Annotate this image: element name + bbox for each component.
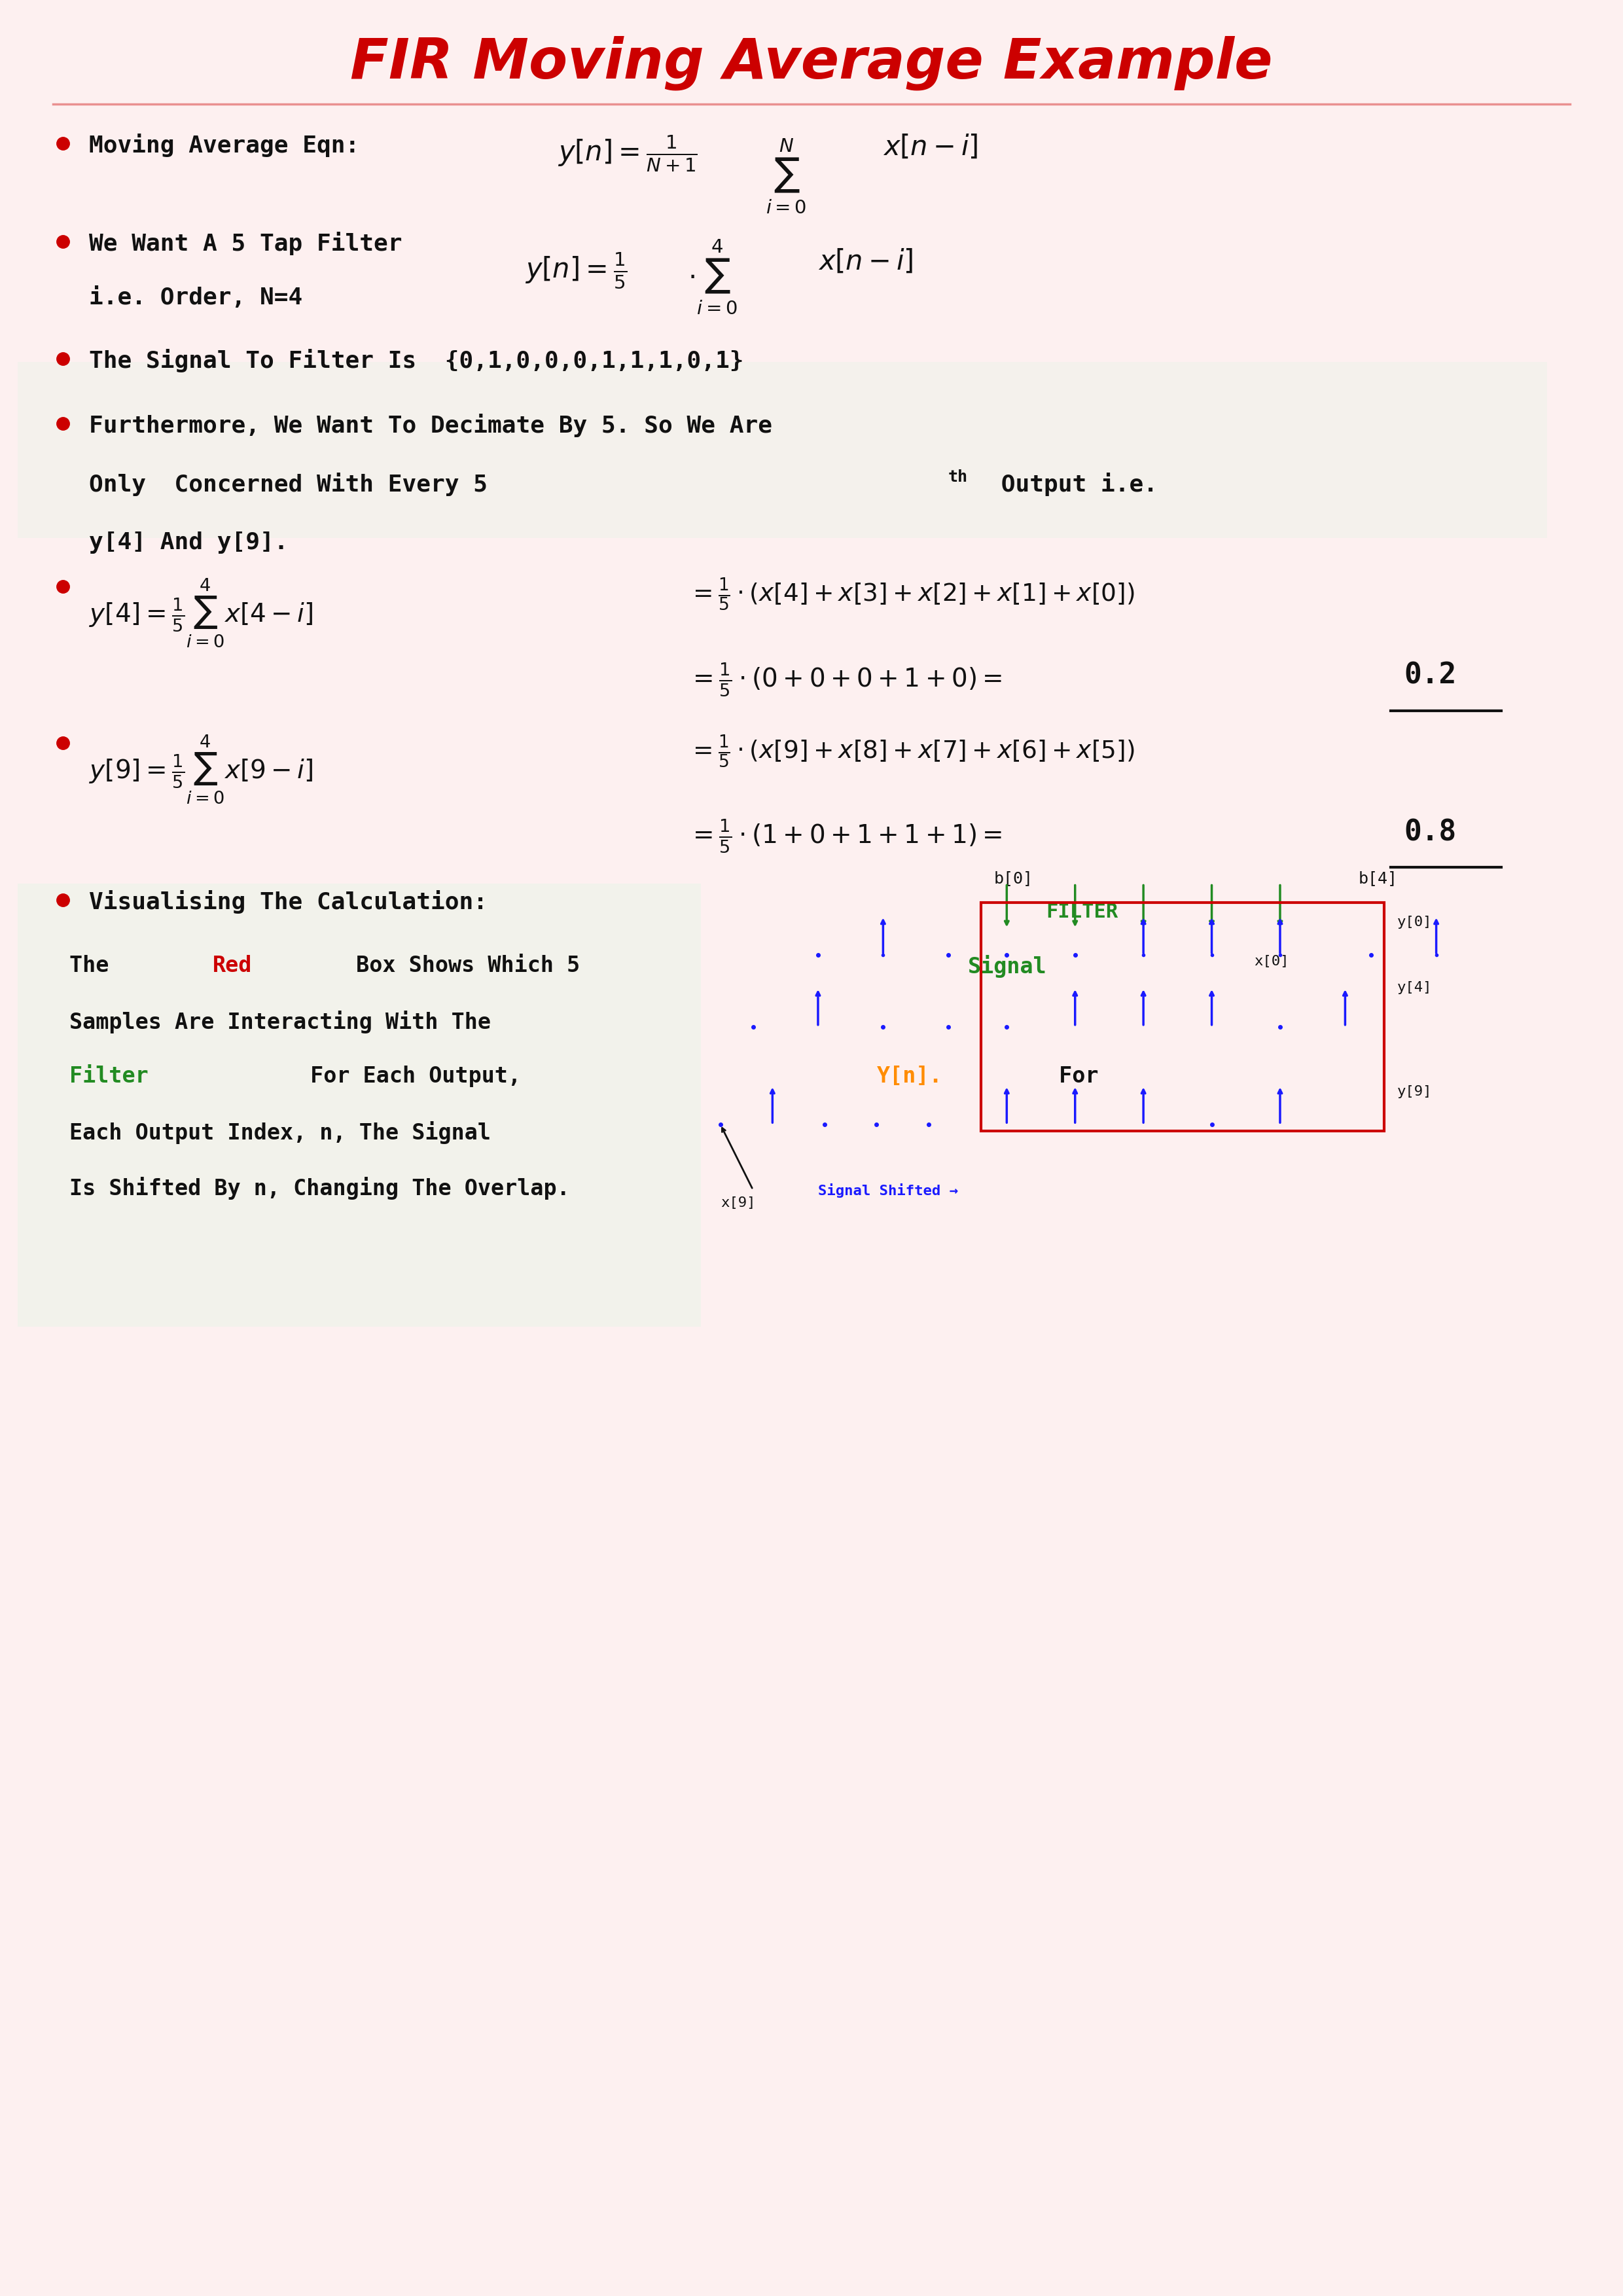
Text: Red: Red [213, 955, 252, 976]
Text: Each Output Index, n, The Signal: Each Output Index, n, The Signal [70, 1120, 492, 1143]
Text: Furthermore, We Want To Decimate By 5. So We Are: Furthermore, We Want To Decimate By 5. S… [89, 413, 773, 439]
Bar [18, 76, 1547, 824]
Bar [18, 884, 701, 1327]
Text: b[0]: b[0] [993, 870, 1032, 886]
Text: x[0]: x[0] [1255, 955, 1289, 969]
Text: x[9]: x[9] [721, 1196, 755, 1210]
Text: Is Shifted By n, Changing The Overlap.: Is Shifted By n, Changing The Overlap. [70, 1176, 570, 1199]
Text: i.e. Order, N=4: i.e. Order, N=4 [89, 287, 302, 310]
Text: Signal: Signal [967, 955, 1047, 978]
Text: $x[n-i]$: $x[n-i]$ [883, 133, 979, 161]
Text: Filter: Filter [70, 1065, 149, 1088]
Text: FILTER: FILTER [1045, 902, 1118, 923]
Text: We Want A 5 Tap Filter: We Want A 5 Tap Filter [89, 232, 403, 255]
Text: Moving Average Eqn:: Moving Average Eqn: [89, 133, 360, 156]
Text: FIR Moving Average Example: FIR Moving Average Example [351, 37, 1272, 90]
Bar [18, 363, 1547, 537]
Text: For Each Output,: For Each Output, [297, 1065, 534, 1088]
Text: $y[9] = \frac{1}{5} \sum_{i=0}^{4} x[9-i]$: $y[9] = \frac{1}{5} \sum_{i=0}^{4} x[9-i… [89, 732, 313, 806]
Text: 0.2: 0.2 [1404, 661, 1456, 689]
Text: For: For [1045, 1065, 1099, 1088]
Text: y[4]: y[4] [1397, 980, 1431, 994]
Text: Box Shows Which 5: Box Shows Which 5 [342, 955, 592, 976]
Text: $y[n] = \frac{1}{5}$: $y[n] = \frac{1}{5}$ [526, 250, 628, 289]
Text: $x[n-i]$: $x[n-i]$ [818, 248, 914, 276]
Text: The Signal To Filter Is  {0,1,0,0,0,1,1,1,0,1}: The Signal To Filter Is {0,1,0,0,0,1,1,1… [89, 349, 743, 372]
Text: The: The [70, 955, 122, 976]
Text: $= \frac{1}{5} \cdot (1 + 0 + 1 + 1 + 1) =$: $= \frac{1}{5} \cdot (1 + 0 + 1 + 1 + 1)… [688, 817, 1003, 854]
Text: $= \frac{1}{5} \cdot (x[4]+x[3]+x[2]+x[1]+x[0])$: $= \frac{1}{5} \cdot (x[4]+x[3]+x[2]+x[1… [688, 576, 1134, 613]
Text: Signal Shifted →: Signal Shifted → [818, 1182, 958, 1199]
Text: 0.8: 0.8 [1404, 817, 1456, 847]
Text: $= \frac{1}{5} \cdot (x[9]+x[8]+x[7]+x[6]+x[5])$: $= \frac{1}{5} \cdot (x[9]+x[8]+x[7]+x[6… [688, 732, 1134, 769]
Text: y[0]: y[0] [1397, 916, 1431, 930]
Text: y[4] And y[9].: y[4] And y[9]. [89, 530, 289, 553]
Text: $\sum_{i=0}^{N}$: $\sum_{i=0}^{N}$ [766, 138, 807, 214]
Text: y[9]: y[9] [1397, 1086, 1431, 1097]
Text: Only  Concerned With Every 5: Only Concerned With Every 5 [89, 473, 487, 496]
Bar [980, 902, 1384, 1132]
Text: b[4]: b[4] [1358, 870, 1397, 886]
Text: Y[n].: Y[n]. [876, 1065, 943, 1088]
Text: th: th [948, 468, 967, 484]
Text: $\cdot \sum_{i=0}^{4}$: $\cdot \sum_{i=0}^{4}$ [688, 239, 737, 315]
Text: $= \frac{1}{5} \cdot (0 + 0 + 0 + 1 + 0) =$: $= \frac{1}{5} \cdot (0 + 0 + 0 + 1 + 0)… [688, 661, 1003, 698]
Text: Output i.e.: Output i.e. [987, 473, 1159, 496]
Text: Samples Are Interacting With The: Samples Are Interacting With The [70, 1010, 492, 1033]
Text: $y[n] = \frac{1}{N+1}$: $y[n] = \frac{1}{N+1}$ [558, 133, 698, 172]
Text: Visualising The Calculation:: Visualising The Calculation: [89, 891, 487, 914]
Text: $y[4] = \frac{1}{5} \sum_{i=0}^{4} x[4-i]$: $y[4] = \frac{1}{5} \sum_{i=0}^{4} x[4-i… [89, 576, 313, 650]
